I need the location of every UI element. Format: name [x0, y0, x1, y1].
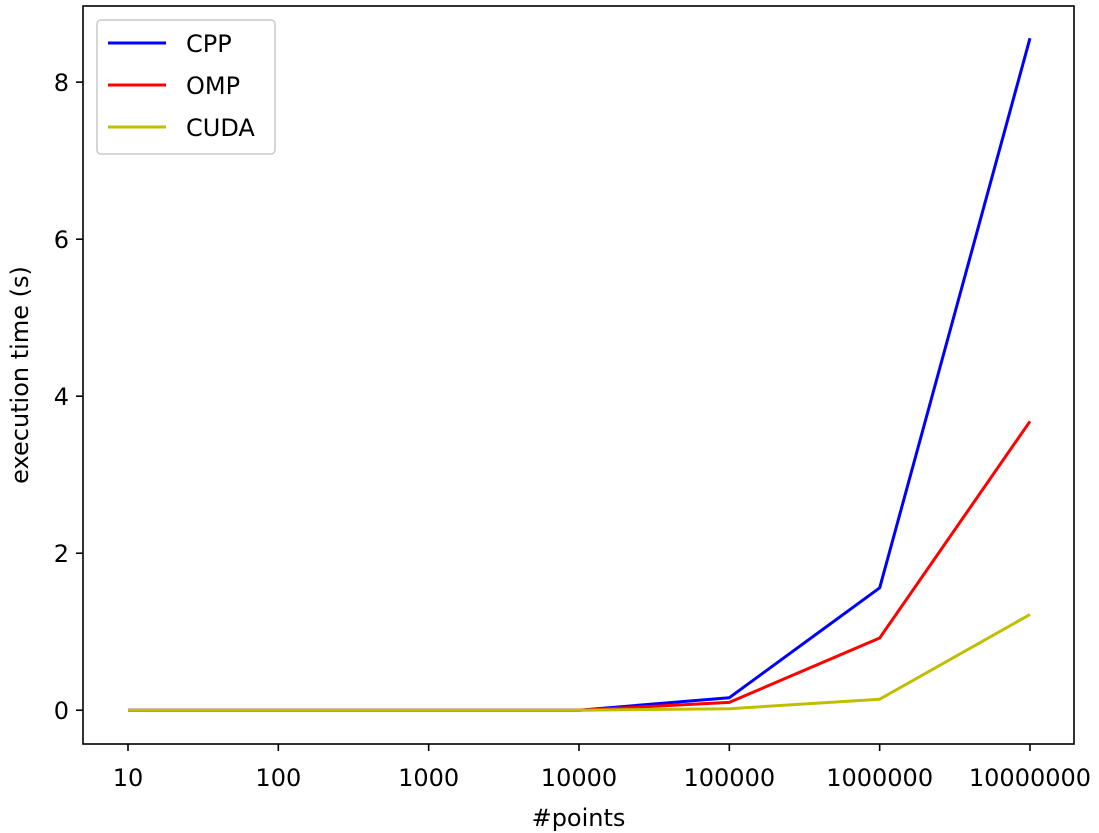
legend: CPP OMP CUDA: [96, 19, 276, 155]
x-tick-label: 10: [113, 764, 144, 792]
y-axis-label: execution time (s): [6, 266, 34, 484]
legend-label: CUDA: [186, 114, 255, 142]
y-tick-label: 2: [54, 540, 69, 568]
x-tick-label: 1000: [398, 764, 459, 792]
x-tick-label: 100: [255, 764, 301, 792]
y-tick-label: 8: [54, 69, 69, 97]
y-tick-label: 0: [54, 697, 69, 725]
y-tick-label: 4: [54, 383, 69, 411]
x-tick-label: 100000: [684, 764, 776, 792]
y-axis: 0 2 4 6 8: [54, 69, 83, 725]
x-tick-label: 10000000: [969, 764, 1091, 792]
series-line-cuda: [128, 613, 1031, 712]
x-axis-label: #points: [532, 804, 626, 832]
x-tick-label: 1000000: [826, 764, 933, 792]
legend-label: OMP: [186, 72, 240, 100]
legend-box: [96, 19, 276, 155]
series-layer: [128, 37, 1032, 712]
x-tick-label: 10000: [541, 764, 617, 792]
x-axis: 10 100 1000 10000 100000 1000000 10000000: [113, 744, 1091, 792]
y-tick-label: 6: [54, 226, 69, 254]
legend-label: CPP: [186, 30, 232, 58]
